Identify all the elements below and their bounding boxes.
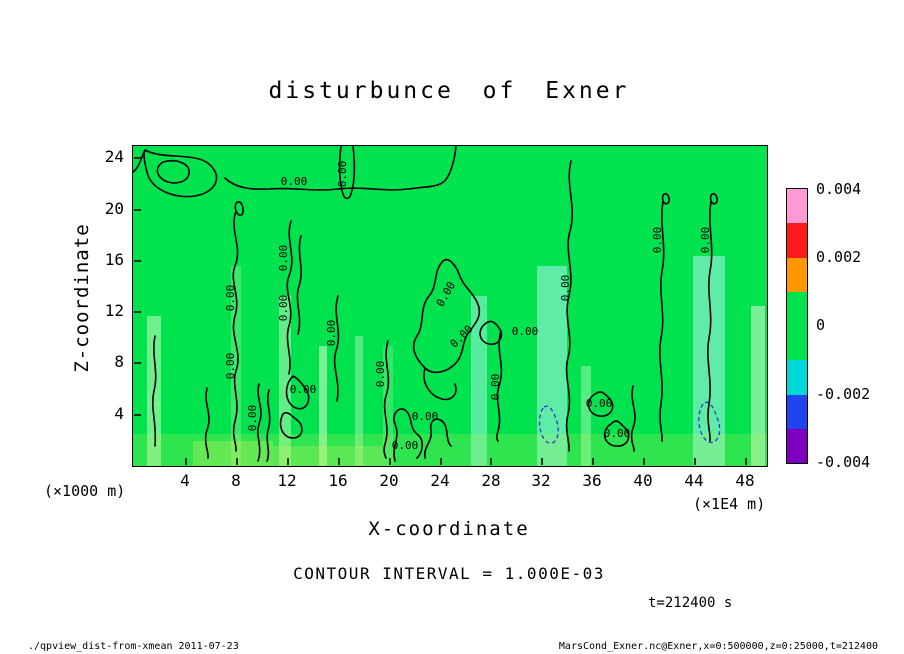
contour-label: 0.00 <box>512 325 539 338</box>
contour-label: 0.00 <box>277 295 290 322</box>
y-tick-label: 12 <box>104 301 124 320</box>
page-title: disturbunce of Exner <box>268 78 630 104</box>
contour-label: 0.00 <box>277 245 290 272</box>
x-tick-label: 20 <box>379 471 399 490</box>
footer-command: ./qpview_dist-from-xmean 2011-07-23 <box>28 641 239 652</box>
colorbar-segment <box>787 291 807 326</box>
contour-label: 0.00 <box>374 361 387 388</box>
colorbar-tick-label: 0 <box>816 316 826 334</box>
contour-label: 0.00 <box>559 275 572 302</box>
colorbar-segment <box>787 257 807 292</box>
colorbar-segment <box>787 360 807 395</box>
y-tick-label: 8 <box>114 352 124 371</box>
contour-label: 0.00 <box>224 285 237 312</box>
contour-label: 0.00 <box>224 353 237 380</box>
y-tick-label: 20 <box>104 199 124 218</box>
y-tick-label: 4 <box>114 404 124 423</box>
y-axis-unit: (×1000 m) <box>44 482 126 500</box>
x-axis-label: X-coordinate <box>368 518 530 540</box>
y-tick-label: 16 <box>104 250 124 269</box>
x-tick-label: 32 <box>531 471 551 490</box>
contour-label: 0.00 <box>412 410 439 423</box>
footer-source: MarsCond_Exner.nc@Exner,x=0:500000,z=0:2… <box>558 641 878 652</box>
contour-label: 0.00 <box>651 227 664 254</box>
colorbar-tick-label: 0.004 <box>816 180 862 198</box>
colorbar-segment <box>787 326 807 361</box>
x-tick-label: 12 <box>277 471 297 490</box>
x-tick-label: 8 <box>231 471 241 490</box>
x-tick-label: 16 <box>328 471 348 490</box>
x-axis-unit: (×1E4 m) <box>693 495 766 513</box>
contour-label: 0.00 <box>246 405 259 432</box>
y-tick-label: 24 <box>104 147 124 166</box>
plot-area: 0.00 0.00 0.00 0.00 0.00 0.00 0.00 0.00 … <box>132 145 768 467</box>
x-tick-label: 48 <box>735 471 755 490</box>
axis-ticks <box>134 157 747 465</box>
x-tick-label: 28 <box>481 471 501 490</box>
colorbar-segment <box>787 223 807 258</box>
colorbar-segment <box>787 428 807 463</box>
x-tick-label: 4 <box>180 471 190 490</box>
colorbar-segment <box>787 394 807 429</box>
contour-label: 0.00 <box>586 397 613 410</box>
contour-label: 0.00 <box>434 280 459 309</box>
colorbar-tick-label: 0.002 <box>816 248 862 266</box>
colorbar-segment <box>787 189 807 224</box>
contour-label: 0.00 <box>290 383 317 396</box>
x-tick-label: 40 <box>633 471 653 490</box>
x-tick-label: 44 <box>684 471 704 490</box>
contour-label: 0.00 <box>489 374 502 401</box>
contour-label: 0.00 <box>281 175 308 188</box>
contour-label: 0.00 <box>392 439 419 452</box>
contour-interval-note: CONTOUR INTERVAL = 1.000E-03 <box>293 564 605 583</box>
x-tick-label: 36 <box>582 471 602 490</box>
negative-contour-lines <box>538 401 721 444</box>
contour-overlay: 0.00 0.00 0.00 0.00 0.00 0.00 0.00 0.00 … <box>133 146 767 466</box>
colorbar-tick-label: -0.002 <box>816 385 871 403</box>
contour-label: 0.00 <box>604 427 631 440</box>
contour-label: 0.00 <box>699 227 712 254</box>
contour-label: 0.00 <box>336 161 349 188</box>
colorbar-tick-label: -0.004 <box>816 453 871 471</box>
time-label: t=212400 s <box>648 595 733 611</box>
zero-contour-lines <box>133 146 718 462</box>
colorbar <box>786 188 808 464</box>
y-axis-label: Z-coordinate <box>71 223 93 373</box>
x-tick-label: 24 <box>430 471 450 490</box>
contour-label: 0.00 <box>325 320 338 347</box>
